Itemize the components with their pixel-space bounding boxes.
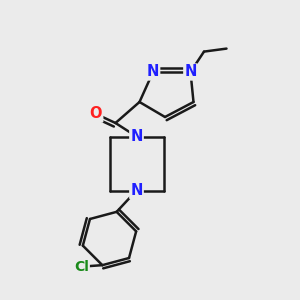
Text: N: N [184, 64, 197, 80]
Text: N: N [130, 129, 143, 144]
Text: O: O [90, 106, 102, 122]
Text: Cl: Cl [74, 260, 89, 274]
Text: N: N [130, 183, 143, 198]
Text: N: N [147, 64, 159, 80]
